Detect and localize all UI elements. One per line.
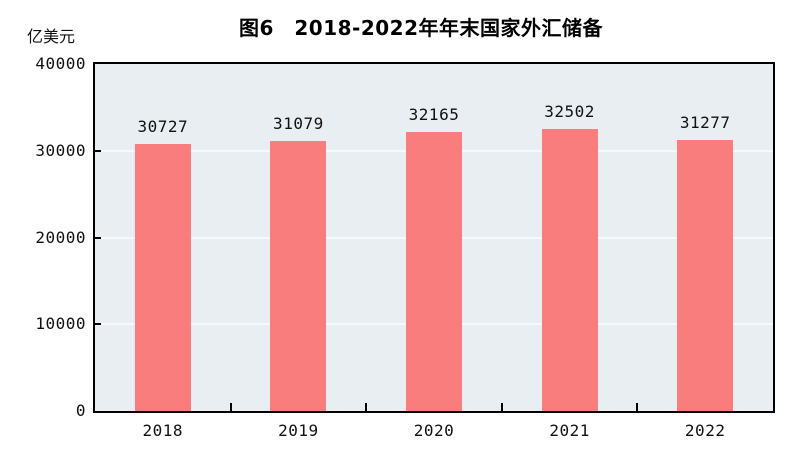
bar-2022 [677,140,734,411]
bar-value-label-2018: 30727 [137,117,189,136]
y-axis-tick-label-10000: 10000 [35,314,86,334]
y-tick-mark-30000 [95,149,101,152]
y-tick-mark-20000 [95,236,101,239]
y-axis-tick-label-20000: 20000 [35,227,86,247]
plot-inner: 30727 31079 32165 32502 31277 [95,64,773,411]
bar-value-label-2020: 32165 [408,105,460,124]
y-axis-tick-label-40000: 40000 [35,54,86,73]
x-tick-mark-2 [365,403,368,411]
x-axis-label-2022: 2022 [684,421,726,440]
y-tick-mark-10000 [95,323,101,326]
chart-title: 图6 2018-2022年年末国家外汇储备 [238,16,604,40]
x-axis-label-2018: 2018 [142,421,184,440]
bar-value-label-2019: 31079 [273,114,324,133]
bar-2018 [134,144,191,411]
x-axis-label-2019: 2019 [278,421,319,440]
x-tick-mark-3 [500,403,503,411]
y-axis-tick-label-0: 0 [75,401,86,420]
y-axis-tick-label-30000: 30000 [35,140,86,160]
bar-value-label-2021: 32502 [544,102,595,121]
x-tick-mark-4 [636,403,639,411]
x-axis-label-2020: 2020 [413,421,455,440]
plot-area: 30727 31079 32165 32502 31277 [93,62,775,413]
bar-2021 [541,129,598,411]
bar-value-label-2022: 31277 [679,113,731,132]
y-axis-unit-label: 亿美元 [27,27,76,46]
bar-2020 [406,132,462,411]
bar-2019 [270,141,327,411]
x-axis-label-2021: 2021 [549,421,590,440]
x-tick-mark-1 [229,403,232,411]
